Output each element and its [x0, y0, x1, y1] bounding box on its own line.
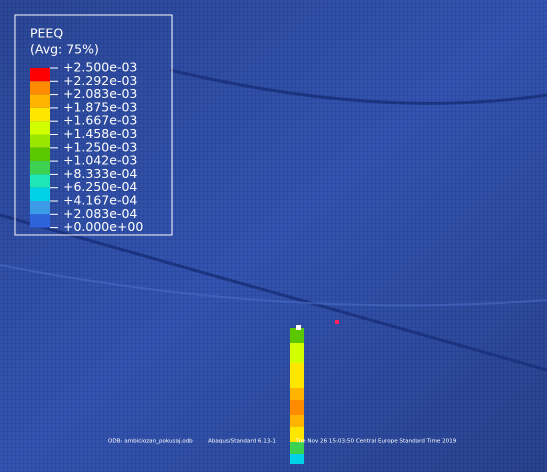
- footer-version: Abaqus/Standard 6.13-1: [208, 439, 276, 445]
- legend-swatch: [30, 108, 50, 121]
- legend-swatch: [30, 68, 50, 81]
- legend-swatch: [30, 201, 50, 214]
- legend-swatch: [30, 188, 50, 201]
- legend-swatch: [30, 174, 50, 187]
- footer-date: Tue Nov 26 15:03:50 Central Europe Stand…: [295, 439, 457, 445]
- legend: +2.500e-03+2.292e-03+2.083e-03+1.875e-03…: [30, 60, 143, 235]
- legend-swatch: [30, 81, 50, 94]
- legend-title: PEEQ: [30, 26, 63, 41]
- legend-swatch: [30, 121, 50, 134]
- page: {"legend": {"title": "PEEQ", "subtitle":…: [0, 0, 547, 472]
- legend-swatch: [30, 148, 50, 161]
- marker: [335, 320, 339, 324]
- legend-swatch: [30, 214, 50, 227]
- legend-subtitle: (Avg: 75%): [30, 42, 99, 57]
- legend-label: +0.000e+00: [63, 219, 143, 234]
- legend-swatch: [30, 135, 50, 148]
- legend-swatch: [30, 161, 50, 174]
- viewport: PEEQ (Avg: 75%) +2.500e-03+2.292e-03+2.0…: [0, 0, 547, 472]
- legend-swatch: [30, 95, 50, 108]
- footer-odb: ODB: ambiciozan_pokusaj.odb: [108, 439, 193, 445]
